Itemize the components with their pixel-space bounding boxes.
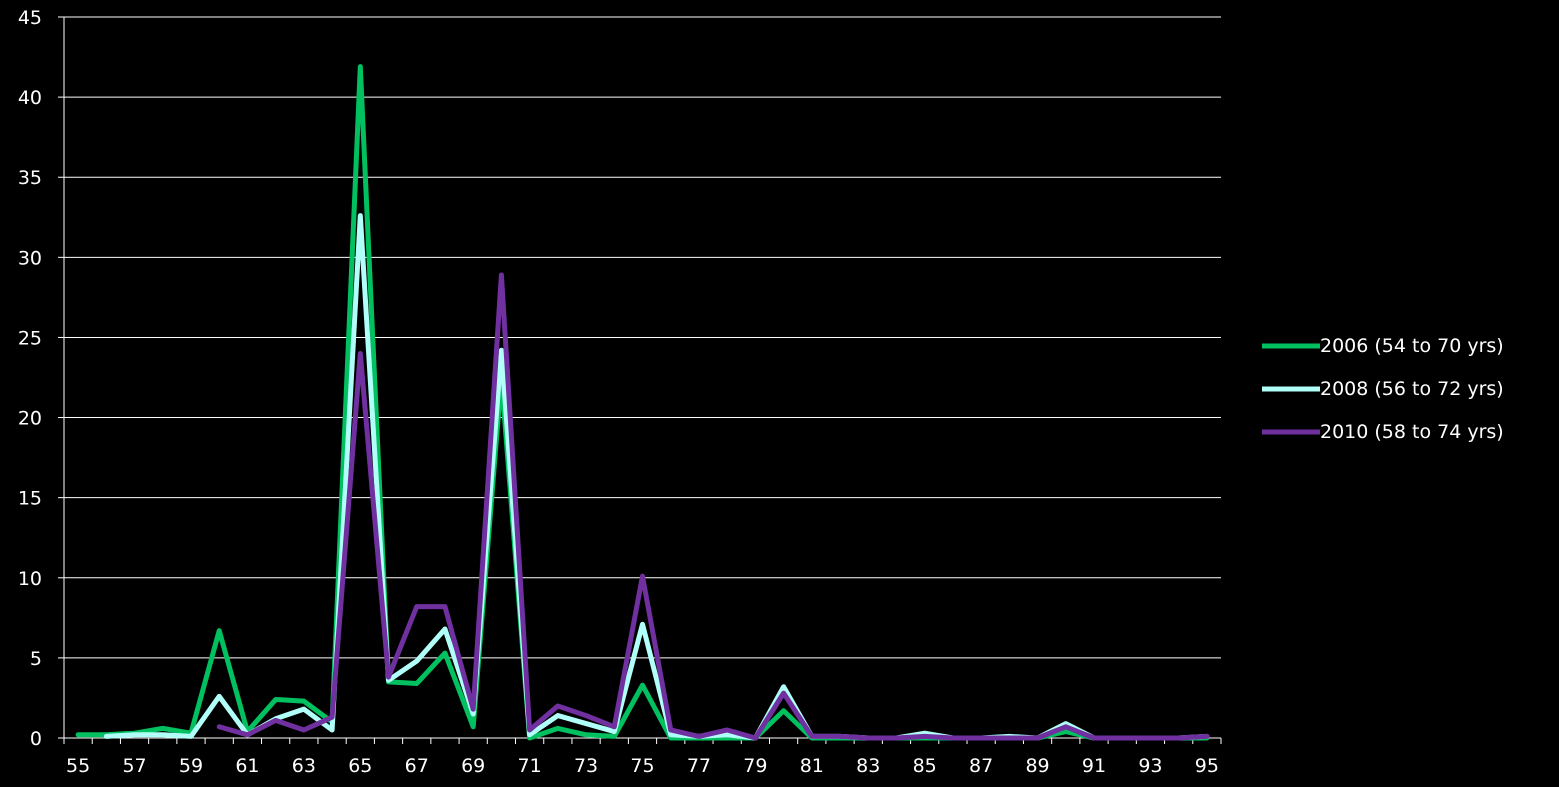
y-tick-label: 30 [18, 247, 42, 269]
y-axis: 0 5 10 15 20 25 30 35 40 45 [18, 7, 65, 750]
x-tick-label: 59 [179, 755, 203, 777]
x-tick-label: 61 [235, 755, 259, 777]
series-lines [75, 64, 1210, 741]
legend-item: 2008 (56 to 72 yrs) [1262, 378, 1504, 400]
legend-label: 2006 (54 to 70 yrs) [1320, 335, 1504, 357]
legend-item: 2010 (58 to 74 yrs) [1262, 421, 1504, 443]
y-tick-label: 40 [18, 87, 42, 109]
y-tick-label: 0 [30, 728, 42, 750]
x-tick-label: 63 [292, 755, 316, 777]
legend: 2006 (54 to 70 yrs) 2008 (56 to 72 yrs) 20… [1262, 335, 1504, 443]
y-tick-label: 5 [30, 648, 42, 670]
x-tick-label: 95 [1195, 755, 1219, 777]
x-tick-label: 55 [66, 755, 90, 777]
x-tick-label: 79 [743, 755, 767, 777]
x-tick-label: 89 [1025, 755, 1049, 777]
legend-label: 2008 (56 to 72 yrs) [1320, 378, 1504, 400]
series-line-1 [75, 64, 1210, 741]
x-tick-label: 81 [800, 755, 824, 777]
x-tick-label: 83 [856, 755, 880, 777]
x-tick-label: 75 [630, 755, 654, 777]
x-tick-label: 65 [348, 755, 372, 777]
x-tick-label: 57 [122, 755, 146, 777]
x-tick-label: 77 [687, 755, 711, 777]
series-line-3 [216, 272, 1210, 741]
x-axis: 55 57 59 61 63 65 67 69 71 73 75 77 79 81 83 85 87 89 91 93… [63, 737, 1222, 777]
y-tick-label: 45 [18, 7, 42, 29]
y-tick-label: 15 [18, 488, 42, 510]
y-tick-label: 25 [18, 327, 42, 349]
x-tick-label: 73 [574, 755, 598, 777]
x-tick-label: 67 [405, 755, 429, 777]
x-tick-label: 91 [1082, 755, 1106, 777]
x-tick-label: 85 [913, 755, 937, 777]
y-tick-label: 35 [18, 167, 42, 189]
x-tick-label: 93 [1138, 755, 1162, 777]
legend-label: 2010 (58 to 74 yrs) [1320, 421, 1504, 443]
y-tick-label: 10 [18, 568, 42, 590]
legend-item: 2006 (54 to 70 yrs) [1262, 335, 1504, 357]
x-tick-label: 87 [969, 755, 993, 777]
y-tick-label: 20 [18, 408, 42, 430]
x-tick-label: 71 [518, 755, 542, 777]
gridlines [64, 16, 1221, 659]
x-tick-label: 69 [461, 755, 485, 777]
